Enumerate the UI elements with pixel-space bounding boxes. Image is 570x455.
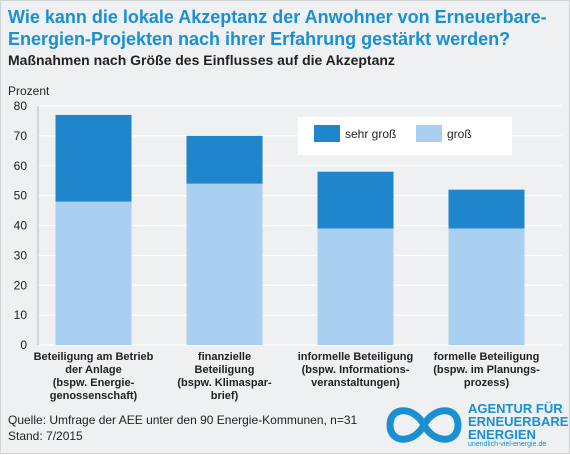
chart-title: Wie kann die lokale Akzeptanz der Anwohn… xyxy=(8,7,547,49)
x-tick-label: (bspw. Energie- xyxy=(53,377,135,389)
legend-label: groß xyxy=(447,127,472,141)
y-tick-label: 20 xyxy=(14,278,28,292)
y-tick-label: 40 xyxy=(14,219,28,233)
x-tick-label: (bspw. Klimaspar- xyxy=(177,377,272,389)
bar-segment xyxy=(448,228,525,345)
legend: sehr groß groß xyxy=(298,117,512,155)
logo-line: ERNEUERBARE xyxy=(468,414,569,429)
bar-segment xyxy=(55,201,132,345)
x-tick-label: der Anlage xyxy=(65,364,121,376)
y-tick-label: 60 xyxy=(14,159,28,173)
logo-line: ENERGIEN xyxy=(468,427,536,442)
bar-segment xyxy=(186,135,263,184)
x-tick-label: informelle Beteiligung xyxy=(298,351,414,363)
bar-segment xyxy=(317,228,394,345)
y-tick-label: 80 xyxy=(14,99,28,113)
bar-segment xyxy=(317,171,394,229)
infinity-logo-icon xyxy=(386,407,462,443)
legend-swatch xyxy=(314,125,340,142)
bar-segment xyxy=(55,114,132,202)
x-tick-label: genossenschaft) xyxy=(50,390,138,402)
x-tick-label: brief) xyxy=(211,390,239,402)
x-tick-label: veranstaltungen) xyxy=(311,377,400,389)
bar-segment xyxy=(186,183,263,345)
date-note: Stand: 7/2015 xyxy=(8,429,83,443)
x-tick-label: Beteiligung am Betrieb xyxy=(34,351,154,363)
legend-swatch xyxy=(416,125,442,142)
x-tick-label: Beteiligung xyxy=(195,364,255,376)
x-tick-label: (bspw. Informations- xyxy=(302,364,410,376)
y-axis-label: Prozent xyxy=(8,84,50,98)
logo: AGENTUR FÜR ERNEUERBARE ENERGIEN unendli… xyxy=(382,400,568,450)
y-tick-label: 0 xyxy=(20,338,27,352)
x-tick-label: formelle Beteiligung xyxy=(434,351,540,363)
chart-subtitle: Maßnahmen nach Größe des Einflusses auf … xyxy=(8,52,395,68)
logo-text: AGENTUR FÜR ERNEUERBARE ENERGIEN xyxy=(468,402,568,441)
bar-segment xyxy=(448,189,525,229)
x-tick-label: finanzielle xyxy=(198,351,251,363)
y-tick-label: 70 xyxy=(14,129,28,143)
legend-label: sehr groß xyxy=(345,127,396,141)
y-tick-label: 30 xyxy=(14,248,28,262)
y-tick-label: 50 xyxy=(14,189,28,203)
y-tick-label: 10 xyxy=(14,308,28,322)
logo-line: AGENTUR FÜR xyxy=(468,401,563,416)
x-tick-label: prozess) xyxy=(464,377,510,389)
logo-url: unendlich-viel-energie.de xyxy=(468,441,547,448)
x-tick-label: (bspw. im Planungs- xyxy=(433,364,540,376)
y-axis-ticks: 0 10 20 30 40 50 60 70 80 xyxy=(14,99,28,352)
footer: Quelle: Umfrage der AEE unter den 90 Ene… xyxy=(8,412,357,444)
bars xyxy=(55,114,525,345)
source-note: Quelle: Umfrage der AEE unter den 90 Ene… xyxy=(8,413,358,427)
